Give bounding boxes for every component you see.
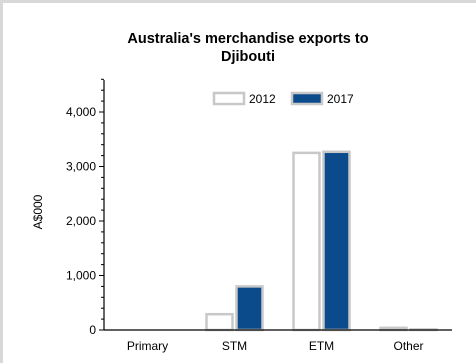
x-tick-label: Other: [393, 339, 423, 353]
bar-stm-2012: [205, 312, 234, 332]
y-tick-label: 1,000: [66, 269, 96, 283]
x-axis-labels: Primary STM ETM Other: [127, 339, 424, 353]
x-tick-label: STM: [222, 339, 247, 353]
y-tick-label: 0: [89, 323, 96, 337]
x-tick-label: Primary: [127, 339, 168, 353]
x-tick-label: ETM: [309, 339, 334, 353]
y-tick-label: 3,000: [66, 160, 96, 174]
bar-stm-2017: [235, 285, 264, 332]
bar-group: [205, 150, 438, 332]
legend-swatch-2012: [212, 91, 246, 106]
chart-title-line1: Australia's merchandise exports to: [127, 31, 368, 47]
y-tick-label: 2,000: [66, 214, 96, 228]
y-axis-label: A$000: [31, 194, 45, 229]
y-tick-label: 4,000: [66, 105, 96, 119]
legend-label-2012: 2012: [249, 92, 276, 106]
y-axis-ticks: 0 1,000 2,000 3,000 4,000: [66, 78, 104, 337]
chart-title-line2: Djibouti: [221, 49, 275, 65]
legend-swatch-2017: [290, 91, 324, 106]
bar-etm-2012: [292, 151, 321, 332]
legend: 2012 2017: [212, 91, 354, 106]
bar-etm-2017: [322, 150, 351, 332]
legend-label-2017: 2017: [327, 92, 354, 106]
